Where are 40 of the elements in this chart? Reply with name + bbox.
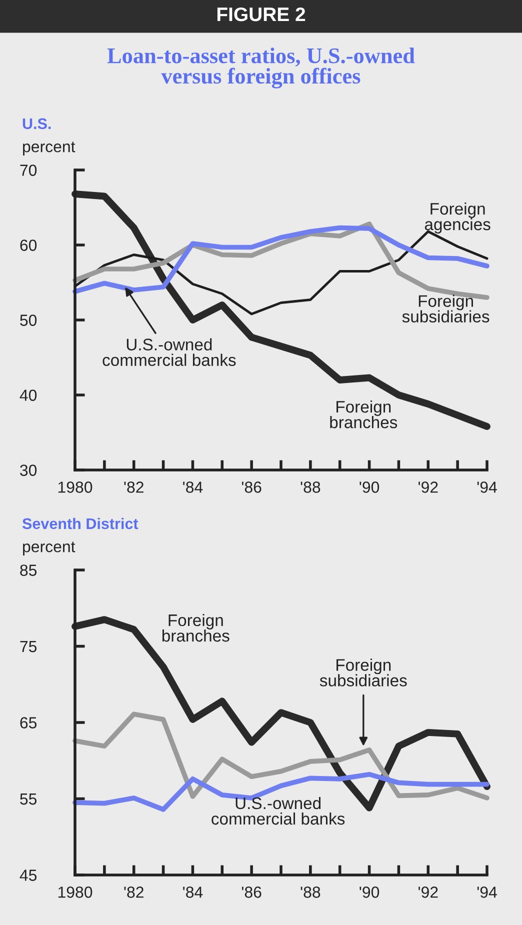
- text: U.S.-owned commercial banks: [102, 338, 236, 366]
- y-tick-label: 40: [20, 390, 37, 401]
- y-axis-title: percent: [23, 542, 76, 556]
- y-tick-label: 55: [20, 794, 37, 805]
- x-tick-label: '90: [360, 886, 380, 898]
- x-tick-label: '86: [242, 482, 262, 493]
- x-tick-label: '88: [300, 886, 320, 898]
- x-tick-label: '92: [418, 482, 438, 493]
- x-tick-label: '88: [300, 482, 320, 493]
- line-series: [72, 772, 490, 812]
- caption: FIGURE 2: [217, 7, 306, 22]
- x-tick-label: '84: [183, 886, 203, 898]
- y-tick-label: 60: [20, 240, 37, 251]
- series-label: Foreign branches: [330, 400, 398, 428]
- series-label: Foreign subsidiaries: [402, 294, 490, 322]
- chart-title: Loan-to-asset ratios, U.S.-owned versus foreign offices: [107, 48, 415, 88]
- y-tick-label: 45: [20, 870, 37, 881]
- series-label: Foreign agencies: [424, 202, 490, 234]
- x-tick-label: '84: [183, 482, 203, 493]
- series-label: U.S.-owned commercial banks: [212, 796, 345, 825]
- y-axis-title: percent: [23, 142, 76, 156]
- y-tick-label: 85: [20, 564, 37, 576]
- x-tick-label: 1980: [58, 482, 92, 493]
- y-tick-label: 65: [20, 717, 37, 728]
- x-tick-label: '90: [360, 482, 380, 493]
- x-tick-label: '82: [124, 482, 144, 493]
- y-tick-label: 75: [20, 641, 37, 652]
- y-tick-label: 30: [20, 464, 37, 476]
- text: Foreign subsidiaries: [320, 658, 407, 686]
- chart-subtitle: U.S.: [22, 118, 51, 130]
- chart-subtitle: Seventh District: [22, 518, 138, 530]
- x-tick-label: '82: [124, 886, 144, 898]
- x-tick-label: 1980: [58, 886, 92, 898]
- x-tick-label: '94: [477, 482, 497, 493]
- y-tick-label: 50: [20, 314, 37, 326]
- y-tick-label: 70: [20, 164, 37, 176]
- series-label: Foreign branches: [162, 614, 230, 642]
- x-tick-label: '94: [477, 886, 497, 898]
- x-tick-label: '86: [242, 886, 262, 898]
- x-tick-label: '92: [418, 886, 438, 898]
